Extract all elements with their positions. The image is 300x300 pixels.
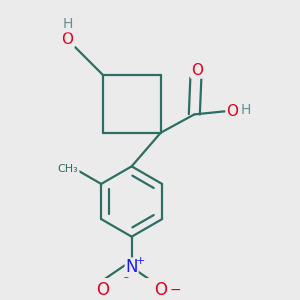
Text: +: +: [136, 256, 145, 266]
Text: O: O: [191, 62, 203, 77]
Text: O: O: [226, 104, 238, 119]
Text: O: O: [61, 32, 74, 47]
Text: H: H: [241, 103, 251, 117]
Text: −: −: [169, 283, 181, 297]
Text: O: O: [96, 281, 109, 299]
Text: N: N: [125, 258, 138, 276]
Text: CH₃: CH₃: [58, 164, 79, 174]
Text: H: H: [62, 17, 73, 31]
Text: O: O: [154, 281, 167, 299]
